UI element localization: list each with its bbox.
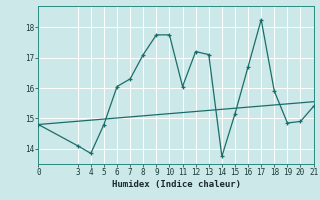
X-axis label: Humidex (Indice chaleur): Humidex (Indice chaleur): [111, 180, 241, 189]
